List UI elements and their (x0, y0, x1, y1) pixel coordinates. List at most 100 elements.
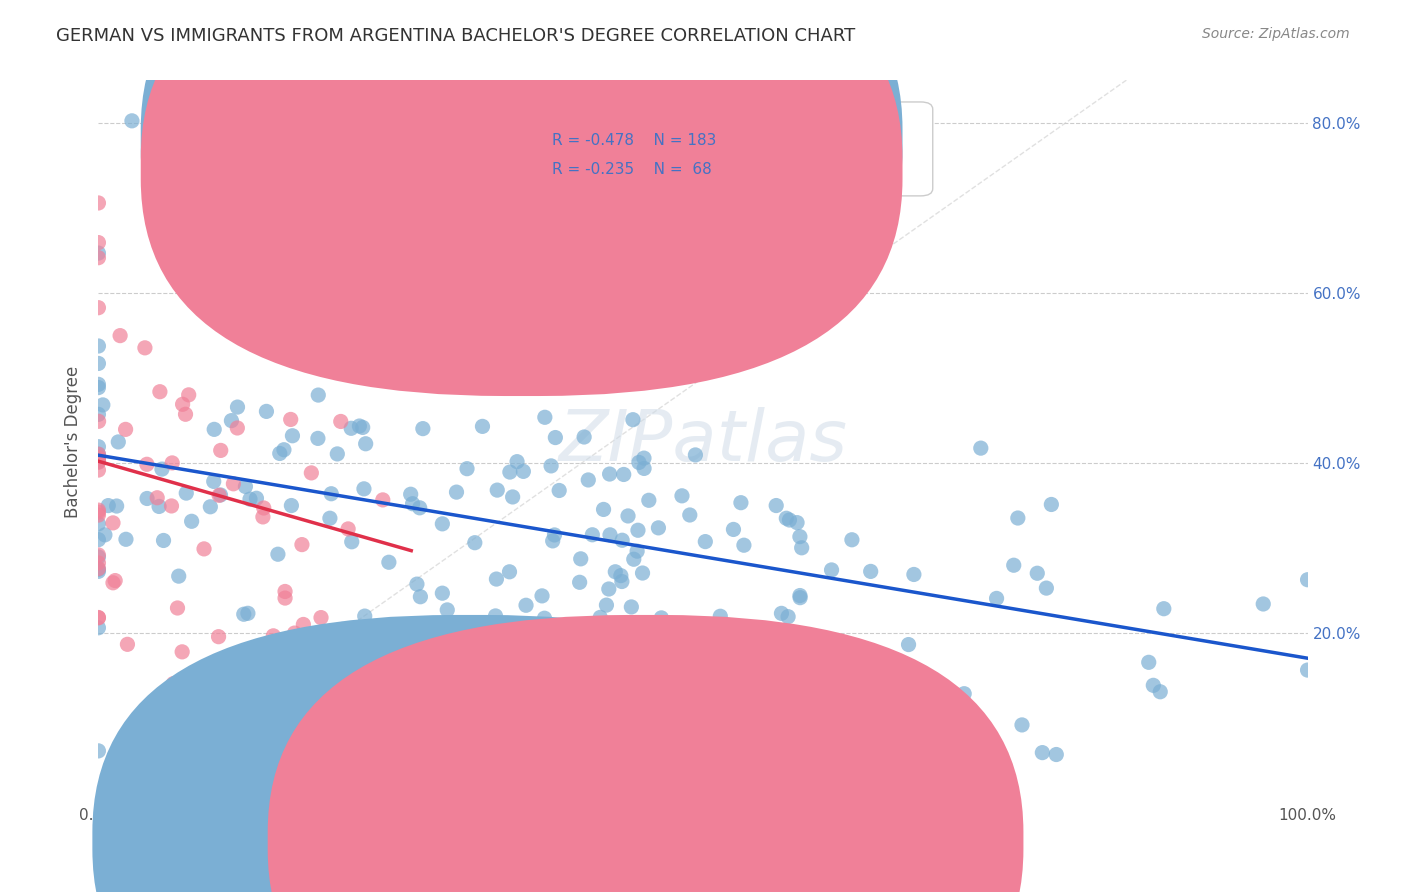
Point (610, 574, 633, 589)
Point (104, 574, 127, 588)
Point (589, 610, 612, 624)
Point (160, 456, 183, 470)
Point (484, 609, 506, 624)
Point (647, 521, 669, 535)
Point (87, 516, 110, 531)
Point (105, 499, 128, 513)
Point (1137, 656, 1160, 670)
Text: ZIPatlas: ZIPatlas (558, 407, 848, 476)
Point (174, 486, 197, 500)
Point (150, 462, 173, 476)
Point (149, 384, 172, 399)
Point (87, 356, 110, 370)
Point (181, 286, 204, 301)
Point (595, 598, 617, 612)
Point (837, 703, 859, 717)
Point (409, 590, 432, 604)
Point (548, 483, 571, 498)
Point (167, 569, 190, 583)
Point (162, 676, 184, 690)
Point (115, 533, 138, 547)
Point (221, 414, 243, 428)
Point (506, 455, 529, 469)
Text: R = -0.235    N =  68: R = -0.235 N = 68 (551, 161, 711, 177)
Point (456, 461, 478, 475)
Point (337, 522, 360, 536)
Point (598, 582, 620, 596)
Point (775, 511, 797, 525)
Point (87, 447, 110, 461)
Point (572, 430, 595, 444)
Point (761, 709, 783, 723)
Point (633, 451, 655, 466)
Point (627, 455, 650, 469)
Point (172, 645, 194, 659)
Point (284, 626, 307, 640)
Point (229, 107, 252, 121)
Point (87, 453, 110, 467)
Text: R = -0.478    N = 183: R = -0.478 N = 183 (551, 133, 716, 148)
Point (87, 463, 110, 477)
Point (1142, 678, 1164, 692)
Point (87, 440, 110, 454)
Point (342, 626, 364, 640)
Point (841, 533, 863, 547)
Point (599, 467, 621, 481)
Point (401, 497, 423, 511)
Point (274, 591, 297, 605)
Point (134, 341, 156, 355)
Point (165, 751, 187, 765)
Point (226, 400, 249, 414)
Point (335, 348, 357, 362)
Point (252, 510, 274, 524)
Point (222, 476, 245, 491)
Point (685, 448, 707, 462)
Point (330, 623, 353, 637)
Point (512, 464, 534, 478)
Point (114, 422, 136, 436)
Point (107, 434, 129, 449)
Point (620, 599, 643, 614)
Y-axis label: Bachelor's Degree: Bachelor's Degree (65, 366, 83, 517)
Point (531, 589, 554, 603)
Point (239, 492, 262, 507)
Point (730, 496, 752, 510)
Point (94, 528, 117, 542)
Point (87, 454, 110, 468)
Point (91, 398, 114, 412)
Point (588, 349, 610, 363)
Point (87, 455, 110, 469)
Text: Germans: Germans (492, 834, 561, 848)
Point (543, 528, 565, 542)
Point (434, 634, 457, 648)
Point (146, 491, 169, 505)
Point (87, 251, 110, 265)
Point (101, 575, 124, 590)
Point (568, 575, 591, 590)
Point (87, 339, 110, 353)
Point (637, 493, 659, 508)
Point (671, 489, 693, 503)
Point (786, 627, 808, 641)
Point (202, 475, 225, 489)
Point (502, 490, 524, 504)
Point (709, 609, 731, 624)
Point (87, 503, 110, 517)
Point (789, 530, 811, 544)
Point (613, 467, 636, 482)
Point (436, 603, 458, 617)
Point (631, 566, 654, 580)
Point (180, 514, 202, 528)
Point (87, 235, 110, 250)
Point (499, 465, 522, 479)
Point (280, 499, 302, 513)
Point (953, 687, 976, 701)
Point (87, 407, 110, 421)
Point (209, 488, 232, 502)
Point (292, 297, 315, 311)
Point (432, 516, 454, 531)
Point (1296, 573, 1319, 587)
Point (617, 508, 640, 523)
Point (87, 610, 110, 624)
Point (87, 450, 110, 465)
